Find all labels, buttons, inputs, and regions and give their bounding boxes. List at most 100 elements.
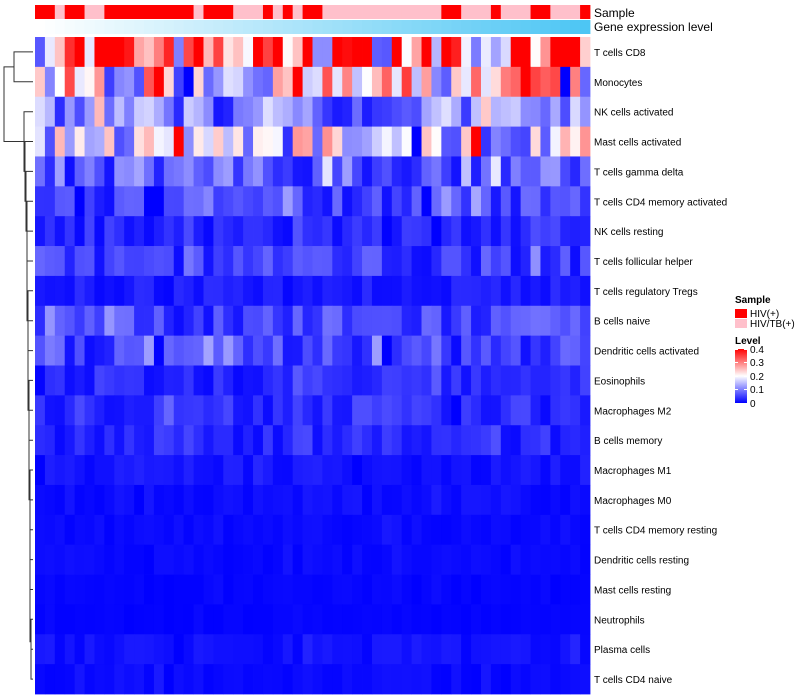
heatmap-cell	[292, 186, 303, 217]
heatmap-cell	[292, 156, 303, 187]
heatmap-cell	[401, 604, 413, 635]
heatmap-cell	[411, 664, 422, 695]
heatmap-cell	[94, 365, 105, 396]
sample-annotation-cell	[124, 5, 135, 19]
heatmap-cell	[262, 544, 274, 575]
heatmap-cell	[272, 544, 284, 575]
heatmap-cell	[282, 186, 294, 217]
heatmap-cell	[471, 186, 482, 217]
heatmap-cell	[74, 455, 85, 486]
heatmap-cell	[183, 216, 194, 247]
heatmap-cell	[480, 246, 492, 277]
heatmap-cell	[114, 514, 125, 546]
heatmap-cell	[471, 275, 482, 307]
heatmap-cell	[540, 186, 551, 217]
heatmap-cell	[124, 216, 135, 247]
heatmap-cell	[342, 66, 353, 98]
heatmap-cell	[74, 66, 85, 98]
heatmap-cell	[550, 574, 561, 605]
heatmap-cell	[173, 246, 185, 277]
heatmap-cell	[134, 544, 145, 575]
heatmap-cell	[371, 216, 383, 247]
heatmap-cell	[134, 126, 145, 157]
expression-annotation-cell	[570, 20, 581, 34]
heatmap-cell	[243, 425, 254, 456]
heatmap-cell	[213, 484, 224, 516]
expression-annotation-cell	[381, 20, 393, 34]
heatmap-cell	[282, 37, 294, 68]
heatmap-cell	[223, 425, 234, 456]
heatmap-cell	[183, 246, 194, 277]
heatmap-cell	[193, 335, 204, 366]
expression-annotation-cell	[203, 20, 214, 34]
expression-annotation-cell	[302, 20, 313, 34]
heatmap-cell	[163, 484, 175, 516]
heatmap-cell	[124, 395, 135, 426]
heatmap-cell	[371, 275, 383, 307]
heatmap-cell	[560, 96, 571, 127]
heatmap-cell	[64, 246, 76, 277]
heatmap-cell	[114, 37, 125, 68]
heatmap-cell	[500, 365, 512, 396]
heatmap-cell	[292, 634, 303, 665]
expression-annotation-cell	[530, 20, 541, 34]
heatmap-cell	[322, 66, 333, 98]
heatmap-cell	[35, 365, 46, 396]
heatmap-cell	[322, 604, 333, 635]
row-label: T cells CD4 naive	[594, 675, 673, 686]
heatmap-cell	[223, 66, 234, 98]
heatmap-cell	[570, 335, 581, 366]
expression-annotation-cell	[431, 20, 442, 34]
heatmap-cell	[471, 96, 482, 127]
heatmap-cell	[471, 574, 482, 605]
heatmap-cell	[570, 186, 581, 217]
heatmap-cell	[243, 275, 254, 307]
heatmap-cell	[134, 514, 145, 546]
heatmap-cell	[362, 126, 373, 157]
heatmap-cell	[520, 37, 531, 68]
heatmap-cell	[193, 455, 204, 486]
heatmap-cell	[441, 126, 452, 157]
heatmap-cell	[352, 186, 363, 217]
heatmap-cell	[411, 365, 422, 396]
heatmap-cell	[550, 37, 561, 68]
expression-annotation-cell	[262, 20, 274, 34]
heatmap-cell	[84, 365, 95, 396]
legend-level-tick: 0.3	[750, 358, 764, 369]
heatmap-cell	[253, 544, 264, 575]
dendrogram-branch	[13, 51, 33, 83]
heatmap-cell	[163, 604, 175, 635]
heatmap-cell	[163, 305, 175, 337]
sample-annotation-cell	[243, 5, 254, 19]
heatmap-cell	[134, 484, 145, 516]
expression-annotation-cell	[94, 20, 105, 34]
heatmap-cell	[332, 186, 343, 217]
heatmap-cell	[520, 156, 531, 187]
sample-annotation-cell	[44, 5, 56, 19]
heatmap-cell	[64, 156, 76, 187]
heatmap-cell	[371, 365, 383, 396]
heatmap-cell	[451, 186, 462, 217]
heatmap-cell	[233, 37, 244, 68]
heatmap-cell	[153, 544, 165, 575]
heatmap-cell	[163, 425, 175, 456]
heatmap-cell	[510, 514, 522, 546]
heatmap-cell	[183, 37, 194, 68]
sample-annotation-cell	[54, 5, 66, 19]
heatmap-cell	[401, 156, 413, 187]
heatmap-cell	[302, 246, 313, 277]
heatmap-cell	[74, 664, 85, 695]
heatmap-cell	[580, 275, 591, 307]
heatmap-cell	[233, 664, 244, 695]
heatmap-cell	[312, 544, 323, 575]
heatmap-cell	[490, 365, 502, 396]
heatmap-cell	[213, 544, 224, 575]
heatmap-cell	[64, 484, 76, 516]
heatmap-cell	[312, 305, 323, 337]
heatmap-cell	[282, 395, 294, 426]
heatmap-cell	[560, 186, 571, 217]
heatmap-cell	[134, 664, 145, 695]
heatmap-cell	[401, 275, 413, 307]
dendrogram-branch	[28, 379, 33, 441]
